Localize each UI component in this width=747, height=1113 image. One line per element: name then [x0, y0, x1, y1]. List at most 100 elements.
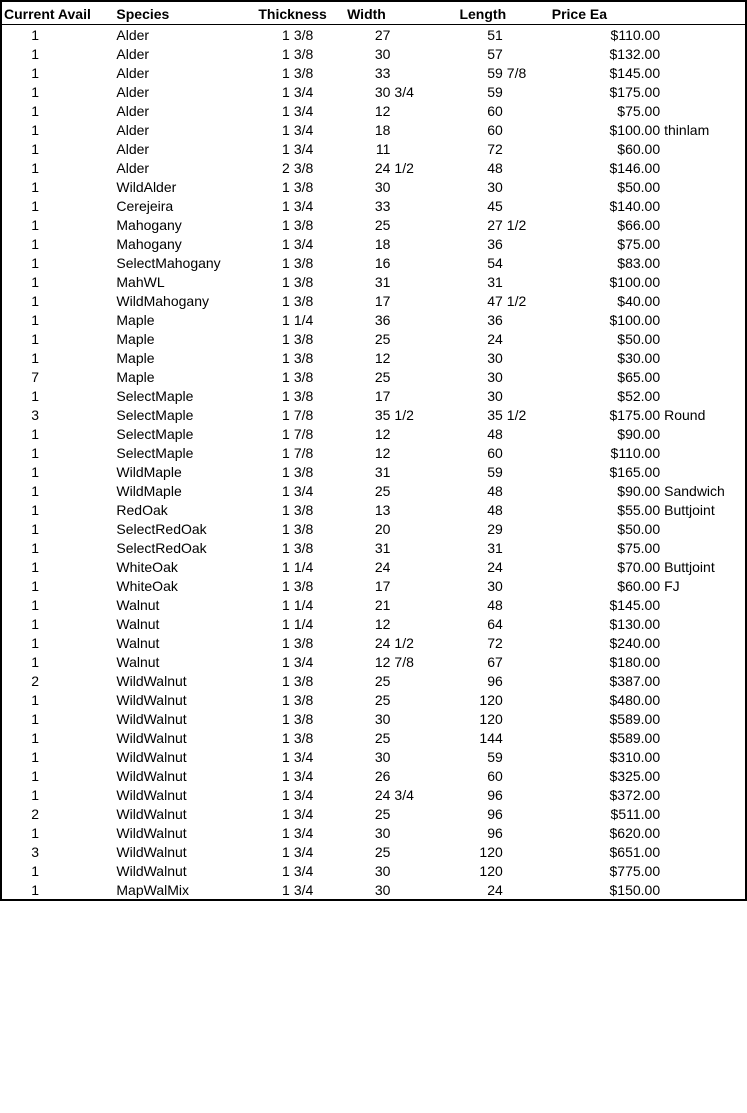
cell-width-whole: 30 — [345, 880, 392, 899]
cell-thickness-frac: 3/4 — [292, 842, 345, 861]
cell-note — [662, 766, 745, 785]
cell-price: $110.00 — [550, 25, 662, 45]
cell-width-frac — [392, 386, 457, 405]
cell-price: $480.00 — [550, 690, 662, 709]
cell-thickness-frac: 3/4 — [292, 196, 345, 215]
table-row: 1RedOak13/81348$55.00Buttjoint — [2, 500, 745, 519]
table-body: 1Alder13/82751$110.00 1Alder13/83057$132… — [2, 25, 745, 900]
cell-avail: 1 — [2, 272, 114, 291]
cell-width-frac — [392, 291, 457, 310]
cell-thickness-frac: 7/8 — [292, 424, 345, 443]
cell-thickness-frac: 3/8 — [292, 728, 345, 747]
cell-length-frac — [505, 481, 550, 500]
cell-width-whole: 24 — [345, 785, 392, 804]
table-row: 1Walnut11/42148$145.00 — [2, 595, 745, 614]
cell-species: WildWalnut — [114, 842, 256, 861]
cell-width-whole: 25 — [345, 671, 392, 690]
cell-length-frac — [505, 272, 550, 291]
table-row: 1SelectRedOak13/82029$50.00 — [2, 519, 745, 538]
cell-note — [662, 671, 745, 690]
cell-length-frac — [505, 158, 550, 177]
cell-price: $52.00 — [550, 386, 662, 405]
cell-thickness-whole: 1 — [256, 519, 291, 538]
cell-thickness-whole: 1 — [256, 63, 291, 82]
cell-length-frac — [505, 671, 550, 690]
cell-length-whole: 29 — [457, 519, 504, 538]
cell-price: $240.00 — [550, 633, 662, 652]
cell-length-frac — [505, 633, 550, 652]
cell-length-whole: 36 — [457, 234, 504, 253]
table-row: 1SelectMaple17/81260$110.00 — [2, 443, 745, 462]
cell-note — [662, 823, 745, 842]
cell-length-frac — [505, 329, 550, 348]
table-row: 1Alder13/4303/459$175.00 — [2, 82, 745, 101]
table-row: 1WildMaple13/42548$90.00Sandwich — [2, 481, 745, 500]
cell-avail: 1 — [2, 424, 114, 443]
cell-width-whole: 25 — [345, 690, 392, 709]
cell-length-frac — [505, 101, 550, 120]
cell-species: Alder — [114, 25, 256, 45]
cell-width-frac — [392, 823, 457, 842]
cell-length-whole: 51 — [457, 25, 504, 45]
cell-avail: 1 — [2, 291, 114, 310]
cell-width-frac: 1/2 — [392, 158, 457, 177]
cell-length-frac — [505, 310, 550, 329]
cell-length-frac — [505, 196, 550, 215]
cell-length-frac — [505, 253, 550, 272]
cell-width-whole: 18 — [345, 234, 392, 253]
cell-length-whole: 96 — [457, 785, 504, 804]
cell-thickness-whole: 1 — [256, 633, 291, 652]
table-row: 1Walnut11/41264$130.00 — [2, 614, 745, 633]
cell-note — [662, 63, 745, 82]
cell-length-whole: 36 — [457, 310, 504, 329]
cell-length-whole: 47 — [457, 291, 504, 310]
cell-thickness-frac: 3/4 — [292, 747, 345, 766]
cell-width-whole: 12 — [345, 652, 392, 671]
cell-species: Alder — [114, 82, 256, 101]
cell-width-frac — [392, 880, 457, 899]
cell-note — [662, 234, 745, 253]
cell-price: $145.00 — [550, 63, 662, 82]
cell-avail: 2 — [2, 804, 114, 823]
cell-width-frac — [392, 709, 457, 728]
cell-length-whole: 59 — [457, 82, 504, 101]
cell-width-whole: 31 — [345, 538, 392, 557]
cell-price: $589.00 — [550, 728, 662, 747]
cell-price: $100.00 — [550, 120, 662, 139]
cell-note — [662, 728, 745, 747]
table-row: 1Alder13/41172$60.00 — [2, 139, 745, 158]
table-row: 1Walnut13/8241/272$240.00 — [2, 633, 745, 652]
cell-width-frac — [392, 348, 457, 367]
cell-thickness-frac: 3/8 — [292, 538, 345, 557]
cell-length-frac — [505, 519, 550, 538]
cell-note — [662, 424, 745, 443]
cell-thickness-whole: 1 — [256, 462, 291, 481]
cell-width-whole: 25 — [345, 804, 392, 823]
cell-price: $66.00 — [550, 215, 662, 234]
cell-length-frac — [505, 576, 550, 595]
cell-width-whole: 18 — [345, 120, 392, 139]
cell-species: Walnut — [114, 614, 256, 633]
cell-avail: 1 — [2, 785, 114, 804]
cell-note: Buttjoint — [662, 500, 745, 519]
cell-thickness-whole: 1 — [256, 120, 291, 139]
table-row: 1Maple13/81230$30.00 — [2, 348, 745, 367]
cell-note — [662, 158, 745, 177]
cell-species: WhiteOak — [114, 576, 256, 595]
cell-avail: 1 — [2, 158, 114, 177]
cell-width-frac — [392, 538, 457, 557]
cell-species: Walnut — [114, 595, 256, 614]
cell-thickness-whole: 1 — [256, 424, 291, 443]
cell-avail: 1 — [2, 709, 114, 728]
cell-thickness-whole: 1 — [256, 348, 291, 367]
cell-width-frac — [392, 310, 457, 329]
cell-avail: 7 — [2, 367, 114, 386]
cell-note — [662, 139, 745, 158]
cell-note — [662, 880, 745, 899]
cell-width-frac — [392, 747, 457, 766]
cell-length-whole: 30 — [457, 576, 504, 595]
cell-length-whole: 24 — [457, 329, 504, 348]
cell-thickness-whole: 1 — [256, 386, 291, 405]
cell-thickness-frac: 1/4 — [292, 310, 345, 329]
cell-avail: 1 — [2, 462, 114, 481]
